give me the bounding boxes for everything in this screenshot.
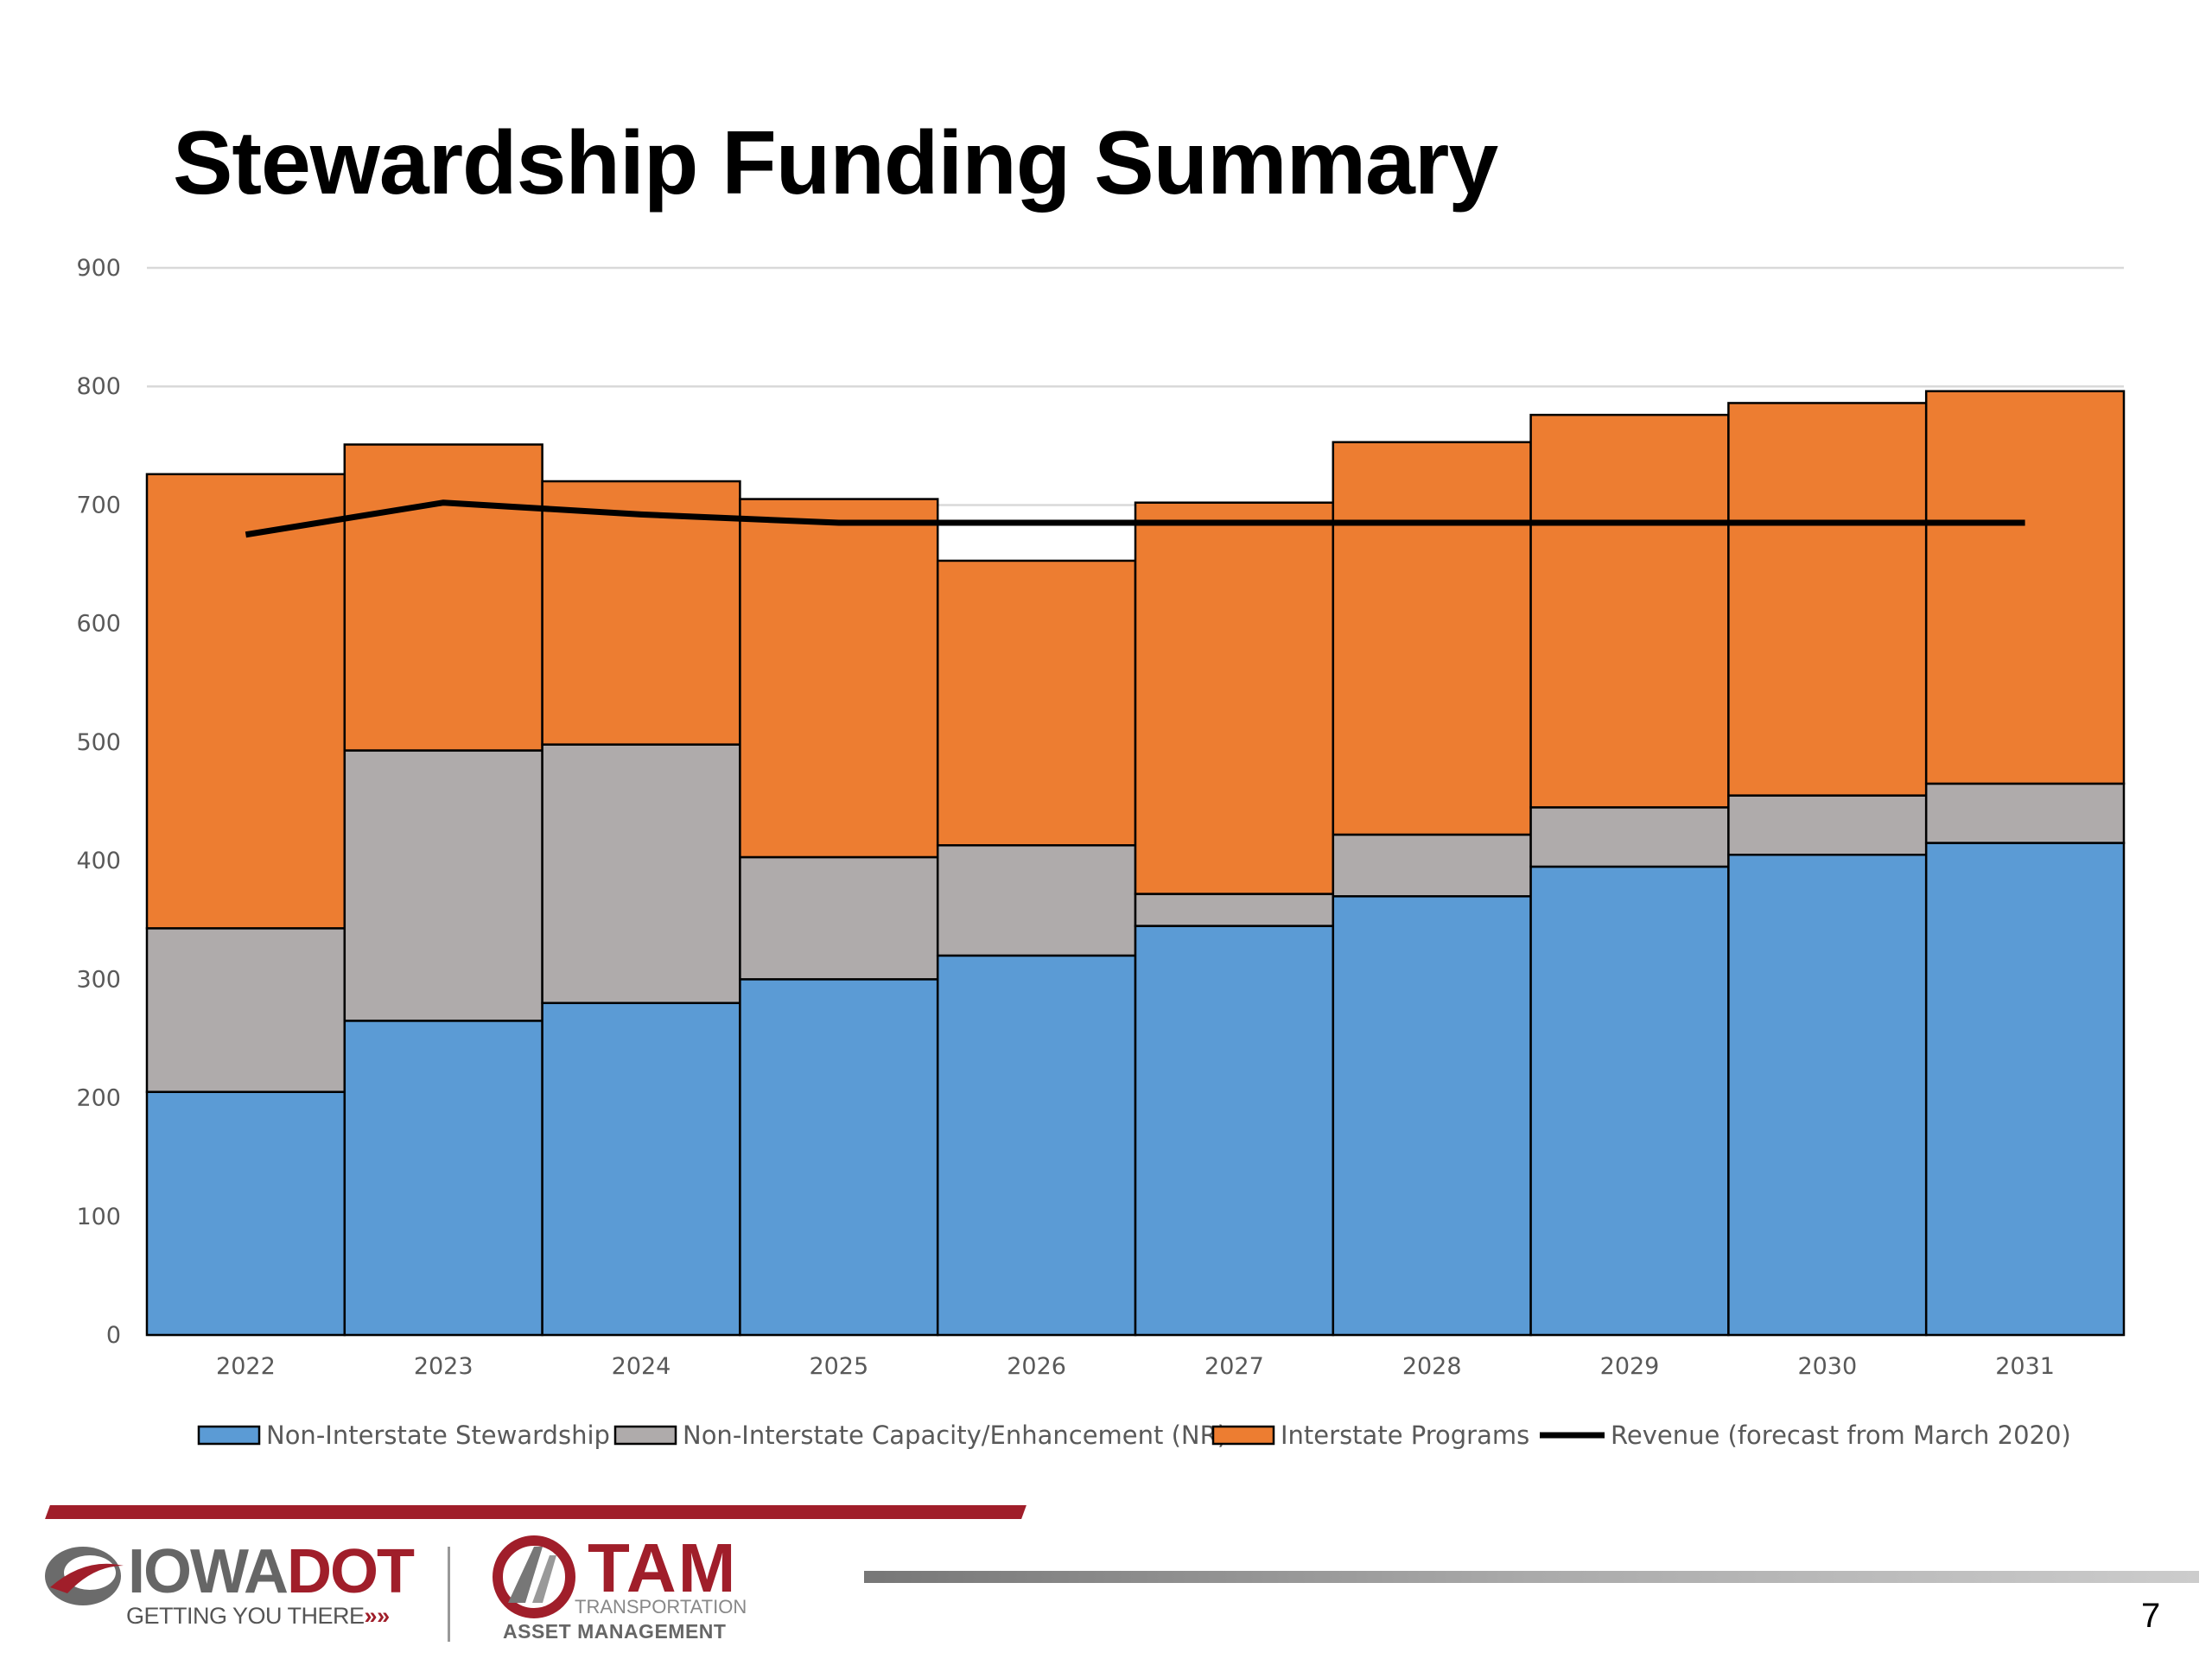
legend-swatch <box>613 1425 677 1446</box>
legend-item-2: Interstate Programs <box>1211 1421 1529 1450</box>
bar-segment-1-2022 <box>145 927 346 1093</box>
bars <box>145 390 2126 1337</box>
bar-segment-2-2029 <box>1529 413 1730 809</box>
bar-segment-2-2028 <box>1332 441 1532 836</box>
bar-segment-2-2022 <box>145 473 346 930</box>
bar-segment-1-2030 <box>1727 794 1928 856</box>
logo-divider <box>448 1547 450 1642</box>
bar-segment-0-2025 <box>739 978 939 1337</box>
iowa-dot-wordmark: IOWADOT <box>128 1537 415 1606</box>
iowa-dot-logo: IOWADOT GETTING YOU THERE»» <box>41 1536 422 1640</box>
bar-segment-2-2025 <box>739 498 939 859</box>
bar-segment-1-2028 <box>1332 833 1532 898</box>
tam-logo: TAM TRANSPORTATION ASSET MANAGEMENT <box>484 1529 760 1646</box>
legend-swatch <box>1211 1425 1275 1446</box>
x-tick-label: 2031 <box>1995 1353 2055 1380</box>
y-tick-label: 600 <box>76 611 121 638</box>
slide-title: Stewardship Funding Summary <box>173 113 1498 213</box>
iowa-dot-swoosh-icon <box>45 1547 124 1605</box>
legend-item-1: Non-Interstate Capacity/Enhancement (NR) <box>613 1421 1227 1450</box>
bar-segment-0-2030 <box>1727 854 1928 1337</box>
y-tick-label: 700 <box>76 492 121 518</box>
bar-segment-2-2023 <box>343 443 543 752</box>
bar-segment-0-2022 <box>145 1090 346 1337</box>
y-tick-label: 0 <box>106 1322 121 1349</box>
y-tick-label: 300 <box>76 966 121 993</box>
bar-segment-1-2031 <box>1924 782 2126 844</box>
y-tick-label: 200 <box>76 1085 121 1112</box>
bar-segment-1-2029 <box>1529 806 1730 868</box>
bar-segment-1-2027 <box>1134 893 1335 927</box>
bar-segment-2-2031 <box>1924 390 2126 785</box>
page-number: 7 <box>2141 1597 2161 1635</box>
bar-segment-1-2024 <box>541 743 741 1005</box>
legend-item-0: Non-Interstate Stewardship <box>197 1421 610 1450</box>
legend-label: Interstate Programs <box>1281 1421 1529 1450</box>
bar-segment-0-2024 <box>541 1001 741 1337</box>
iowa-dot-tagline: GETTING YOU THERE»» <box>126 1603 390 1629</box>
y-tick-label: 100 <box>76 1204 121 1230</box>
x-tick-label: 2026 <box>1007 1353 1066 1380</box>
x-tick-label: 2028 <box>1402 1353 1462 1380</box>
x-tick-label: 2024 <box>612 1353 671 1380</box>
bar-segment-0-2029 <box>1529 865 1730 1337</box>
footer-red-bar <box>45 1505 1027 1519</box>
bar-segment-0-2023 <box>343 1020 543 1337</box>
bar-segment-2-2026 <box>936 559 1137 847</box>
y-axis-tick-labels: 0 100 200 300 400 500 600 700 800 900 <box>76 255 121 1349</box>
x-tick-label: 2025 <box>809 1353 868 1380</box>
y-tick-label: 800 <box>76 373 121 400</box>
y-tick-label: 400 <box>76 848 121 874</box>
revenue-line-group <box>245 499 2025 538</box>
bar-segment-1-2026 <box>936 844 1137 957</box>
x-tick-label: 2030 <box>1797 1353 1857 1380</box>
y-tick-label: 900 <box>76 255 121 282</box>
tam-subtitle-transportation: TRANSPORTATION <box>575 1596 747 1618</box>
legend-label: Non-Interstate Capacity/Enhancement (NR) <box>683 1421 1227 1450</box>
legend-item-3: Revenue (forecast from March 2020) <box>1540 1421 2071 1450</box>
x-axis-tick-labels: 2022 2023 2024 2025 2026 2027 2028 2029 2030 2031 <box>216 1353 2055 1380</box>
y-tick-label: 500 <box>76 729 121 756</box>
bar-segment-0-2031 <box>1924 842 2126 1337</box>
bar-segment-2-2024 <box>541 480 741 746</box>
x-tick-label: 2027 <box>1205 1353 1264 1380</box>
x-tick-label: 2023 <box>414 1353 474 1380</box>
revenue-line <box>245 499 2025 538</box>
tam-globe-icon <box>493 1535 575 1618</box>
bar-segment-2-2027 <box>1134 501 1335 895</box>
bar-segment-0-2027 <box>1134 925 1335 1337</box>
bar-segment-0-2028 <box>1332 895 1532 1337</box>
bar-segment-2-2030 <box>1727 402 1928 797</box>
tam-subtitle-asset-management: ASSET MANAGEMENT <box>503 1620 727 1643</box>
legend-label: Revenue (forecast from March 2020) <box>1611 1421 2071 1450</box>
x-tick-label: 2029 <box>1600 1353 1660 1380</box>
legend-swatch <box>197 1425 261 1446</box>
tam-wordmark: TAM <box>588 1529 738 1606</box>
legend: Non-Interstate Stewardship Non-Interstate… <box>197 1421 2071 1450</box>
bar-segment-1-2023 <box>343 749 543 1022</box>
x-tick-label: 2022 <box>216 1353 276 1380</box>
footer-gray-bar <box>864 1571 2199 1583</box>
bar-segment-1-2025 <box>739 855 939 981</box>
legend-label: Non-Interstate Stewardship <box>266 1421 610 1450</box>
bar-segment-0-2026 <box>936 954 1137 1337</box>
